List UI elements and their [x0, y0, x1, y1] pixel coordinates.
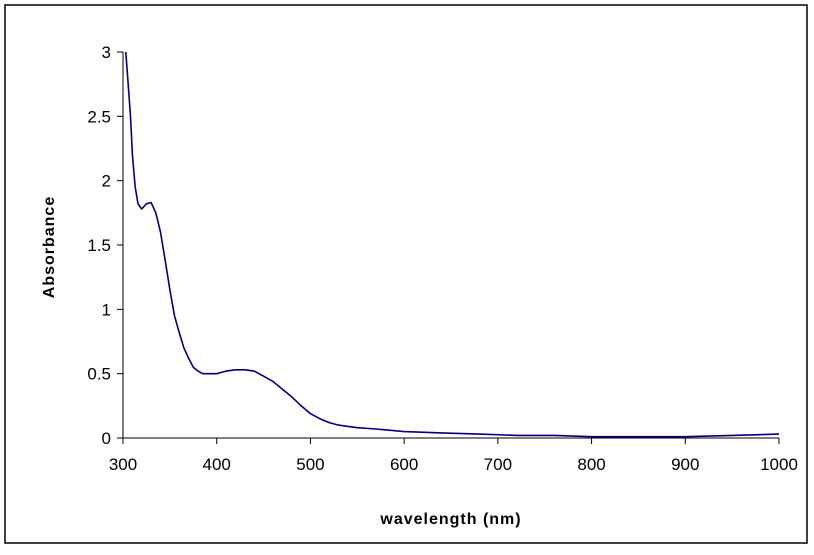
y-tick-label: 3 — [102, 43, 111, 62]
y-axis-title: Absorbance — [41, 196, 58, 298]
y-tick-label: 0 — [102, 429, 111, 448]
chart-border — [4, 4, 808, 544]
x-axis-title: wavelength (nm) — [379, 511, 521, 528]
y-axis: 0 0.5 1 1.5 2 2.5 3 — [87, 43, 124, 448]
y-tick-label: 1 — [102, 300, 111, 319]
y-tick-label: 1.5 — [87, 236, 111, 255]
series-layer — [125, 51, 780, 438]
x-tick-label: 800 — [577, 455, 605, 474]
x-tick-label: 600 — [390, 455, 418, 474]
y-tick-label: 2.5 — [87, 107, 111, 126]
x-tick-label: 500 — [296, 455, 324, 474]
absorbance-series-line — [125, 51, 780, 438]
x-tick-label: 900 — [671, 455, 699, 474]
x-axis: 300 400 500 600 700 800 900 1000 — [109, 437, 798, 474]
x-tick-label: 400 — [203, 455, 231, 474]
x-tick-label: 700 — [484, 455, 512, 474]
x-tick-label: 300 — [109, 455, 137, 474]
x-tick-label: 1000 — [760, 455, 798, 474]
y-tick-label: 0.5 — [87, 365, 111, 384]
y-tick-label: 2 — [102, 172, 111, 191]
